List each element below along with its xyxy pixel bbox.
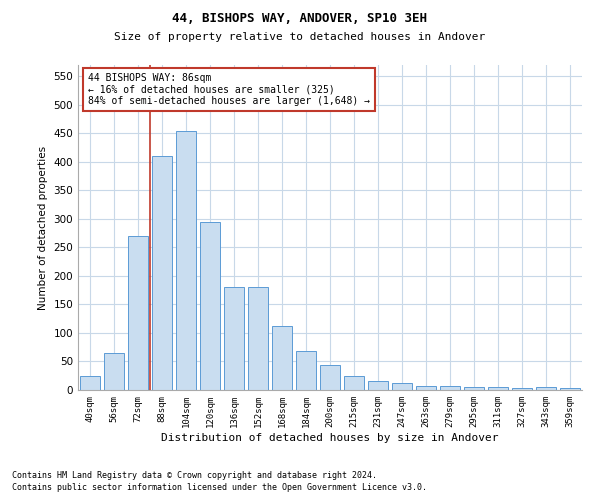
Bar: [128, 236, 148, 390]
Bar: [296, 351, 316, 390]
Bar: [272, 326, 292, 390]
Text: Size of property relative to detached houses in Andover: Size of property relative to detached ho…: [115, 32, 485, 42]
Bar: [392, 382, 412, 390]
X-axis label: Distribution of detached houses by size in Andover: Distribution of detached houses by size …: [161, 432, 499, 442]
Bar: [152, 156, 172, 390]
Bar: [536, 387, 556, 390]
Bar: [80, 376, 100, 390]
Bar: [512, 388, 532, 390]
Bar: [224, 288, 244, 390]
Bar: [416, 386, 436, 390]
Bar: [104, 353, 124, 390]
Bar: [200, 222, 220, 390]
Text: Contains HM Land Registry data © Crown copyright and database right 2024.: Contains HM Land Registry data © Crown c…: [12, 471, 377, 480]
Bar: [320, 365, 340, 390]
Bar: [176, 130, 196, 390]
Bar: [248, 288, 268, 390]
Bar: [368, 382, 388, 390]
Bar: [488, 387, 508, 390]
Bar: [344, 376, 364, 390]
Bar: [440, 386, 460, 390]
Bar: [560, 388, 580, 390]
Bar: [464, 386, 484, 390]
Y-axis label: Number of detached properties: Number of detached properties: [38, 146, 48, 310]
Text: 44, BISHOPS WAY, ANDOVER, SP10 3EH: 44, BISHOPS WAY, ANDOVER, SP10 3EH: [173, 12, 427, 26]
Text: Contains public sector information licensed under the Open Government Licence v3: Contains public sector information licen…: [12, 484, 427, 492]
Text: 44 BISHOPS WAY: 86sqm
← 16% of detached houses are smaller (325)
84% of semi-det: 44 BISHOPS WAY: 86sqm ← 16% of detached …: [88, 73, 370, 106]
